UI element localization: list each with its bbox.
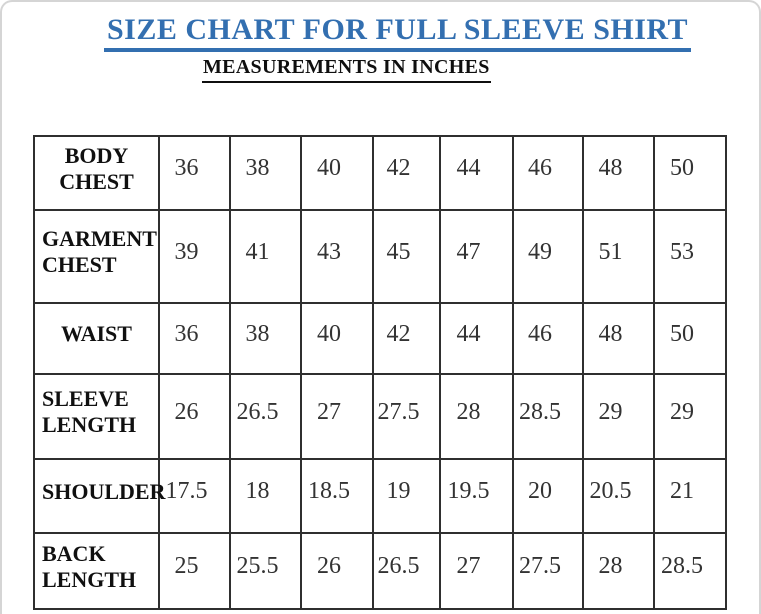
size-value-cell: 38	[229, 301, 302, 375]
page-subtitle: MEASUREMENTS IN INCHES	[202, 56, 491, 83]
row-label: BODY CHEST	[33, 134, 160, 211]
size-value-cell: 48	[582, 301, 655, 375]
table-row: BODY CHEST 36 38 40 42 44 46 48 50	[33, 134, 727, 211]
size-value-cell: 28.5	[512, 372, 584, 460]
size-value-cell: 26.5	[229, 372, 302, 460]
row-label: BACK LENGTH	[33, 531, 160, 610]
size-value-cell: 49	[512, 208, 584, 304]
size-value-cell: 27	[300, 372, 374, 460]
size-value-cell: 47	[439, 208, 514, 304]
size-value-cell: 40	[300, 301, 374, 375]
size-value-cell: 36	[158, 301, 231, 375]
table-row: BACK LENGTH 25 25.5 26 26.5 27 27.5 28 2…	[33, 531, 727, 610]
page-title: SIZE CHART FOR FULL SLEEVE SHIRT	[104, 14, 692, 52]
table-row: GARMENT CHEST 39 41 43 45 47 49 51 53	[33, 208, 727, 304]
size-value-cell: 50	[653, 134, 727, 211]
size-value-cell: 26	[300, 531, 374, 610]
size-value-cell: 20	[512, 457, 584, 534]
row-label: WAIST	[33, 301, 160, 375]
size-value-cell: 27.5	[512, 531, 584, 610]
table-row: WAIST 36 38 40 42 44 46 48 50	[33, 301, 727, 375]
size-value-cell: 27	[439, 531, 514, 610]
size-value-cell: 45	[372, 208, 441, 304]
size-value-cell: 29	[653, 372, 727, 460]
size-value-cell: 44	[439, 301, 514, 375]
size-value-cell: 28	[439, 372, 514, 460]
row-label: SHOULDER	[33, 457, 165, 534]
size-value-cell: 38	[229, 134, 302, 211]
size-value-cell: 44	[439, 134, 514, 211]
size-chart-table: BODY CHEST 36 38 40 42 44 46 48 50 GARME…	[33, 134, 727, 610]
size-value-cell: 21	[653, 457, 727, 534]
size-value-cell: 26.5	[372, 531, 441, 610]
size-value-cell: 41	[229, 208, 302, 304]
size-value-cell: 51	[582, 208, 655, 304]
size-value-cell: 39	[158, 208, 231, 304]
size-value-cell: 36	[158, 134, 231, 211]
size-value-cell: 42	[372, 301, 441, 375]
size-value-cell: 28.5	[653, 531, 727, 610]
size-value-cell: 46	[512, 134, 584, 211]
size-value-cell: 43	[300, 208, 374, 304]
size-value-cell: 27.5	[372, 372, 441, 460]
size-value-cell: 25	[158, 531, 231, 610]
size-value-cell: 19.5	[439, 457, 514, 534]
size-value-cell: 46	[512, 301, 584, 375]
size-value-cell: 28	[582, 531, 655, 610]
size-value-cell: 19	[372, 457, 441, 534]
size-value-cell: 40	[300, 134, 374, 211]
size-value-cell: 50	[653, 301, 727, 375]
size-value-cell: 20.5	[582, 457, 655, 534]
table-row: SLEEVE LENGTH 26 26.5 27 27.5 28 28.5 29…	[33, 372, 727, 460]
size-value-cell: 17.5	[158, 457, 231, 534]
row-label: GARMENT CHEST	[33, 208, 160, 304]
size-value-cell: 48	[582, 134, 655, 211]
table-row: SHOULDER 17.5 18 18.5 19 19.5 20 20.5 21	[33, 457, 727, 534]
size-value-cell: 29	[582, 372, 655, 460]
size-value-cell: 18	[229, 457, 302, 534]
size-value-cell: 53	[653, 208, 727, 304]
size-value-cell: 25.5	[229, 531, 302, 610]
row-label: SLEEVE LENGTH	[33, 372, 160, 460]
size-value-cell: 26	[158, 372, 231, 460]
size-value-cell: 18.5	[300, 457, 374, 534]
size-value-cell: 42	[372, 134, 441, 211]
